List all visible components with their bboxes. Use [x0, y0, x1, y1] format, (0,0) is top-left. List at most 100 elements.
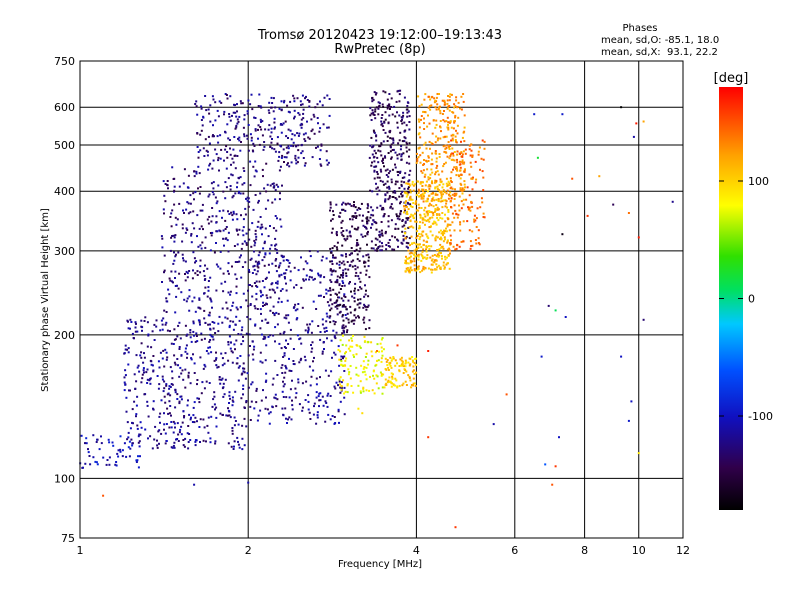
data-point [642, 318, 645, 321]
data-point [227, 262, 230, 265]
data-point [135, 413, 138, 416]
data-point [255, 284, 258, 287]
data-point [200, 105, 203, 108]
data-point [163, 254, 166, 257]
data-point [189, 418, 192, 421]
data-point [443, 101, 446, 104]
data-point [336, 304, 338, 307]
data-point [224, 131, 227, 134]
data-point [253, 264, 256, 267]
data-point [362, 367, 365, 370]
data-point [328, 316, 331, 319]
data-point [124, 344, 127, 347]
data-point [420, 115, 423, 117]
data-point [173, 251, 175, 254]
data-point [469, 154, 472, 157]
data-point [473, 218, 476, 221]
data-point [420, 253, 423, 256]
data-point [404, 129, 407, 132]
data-point [181, 240, 184, 243]
data-point [380, 221, 383, 223]
data-point [478, 146, 481, 149]
data-point [357, 275, 360, 278]
data-point [422, 169, 425, 172]
data-point [204, 95, 207, 97]
data-point [202, 115, 205, 118]
data-point [446, 107, 449, 110]
data-point [376, 176, 379, 179]
data-point [171, 166, 174, 169]
data-point [270, 244, 273, 247]
data-point [275, 311, 278, 314]
data-point [274, 150, 277, 153]
data-point [185, 208, 188, 211]
data-point [235, 213, 238, 216]
data-point [319, 127, 322, 130]
data-point [367, 341, 370, 344]
data-point [333, 334, 336, 337]
data-point [642, 120, 645, 123]
data-point [436, 193, 439, 196]
data-point [257, 105, 260, 107]
data-point [256, 419, 259, 422]
data-point [236, 103, 238, 106]
data-point [453, 151, 456, 153]
data-point [454, 139, 457, 141]
data-point [358, 250, 361, 253]
data-point [353, 319, 356, 322]
data-point [189, 329, 192, 331]
data-point [246, 134, 248, 137]
data-point [439, 200, 442, 203]
data-point [418, 233, 421, 235]
data-point [295, 318, 298, 321]
data-point [237, 120, 240, 123]
data-point [362, 224, 365, 227]
data-point [388, 131, 391, 134]
data-point [223, 244, 225, 247]
data-point [417, 258, 420, 261]
data-point [479, 206, 482, 209]
data-point [406, 201, 409, 204]
data-point [329, 293, 332, 296]
data-point [254, 307, 257, 310]
data-point [193, 257, 196, 260]
data-point [238, 365, 241, 368]
data-point [326, 94, 329, 97]
data-point [275, 258, 278, 260]
data-point [377, 247, 380, 250]
data-point [210, 415, 213, 418]
data-point [240, 276, 243, 279]
data-point [251, 381, 254, 384]
data-point [228, 113, 231, 115]
data-point [315, 146, 317, 149]
data-point [170, 383, 173, 385]
data-point [409, 191, 412, 194]
data-point [182, 378, 185, 381]
data-point [285, 282, 287, 285]
data-point [326, 394, 329, 397]
data-point [192, 192, 195, 195]
data-point [387, 241, 390, 244]
data-point [344, 390, 347, 393]
data-point [386, 191, 389, 194]
data-point [155, 325, 158, 328]
data-point [423, 117, 425, 120]
data-point [412, 216, 415, 219]
data-point [450, 93, 453, 96]
data-point [260, 312, 262, 315]
data-point [289, 100, 292, 103]
data-point [417, 253, 420, 256]
data-point [165, 351, 168, 354]
data-point [481, 139, 484, 142]
data-point [321, 350, 324, 353]
data-point [278, 155, 281, 158]
data-point [375, 228, 378, 231]
data-point [383, 165, 385, 168]
data-point [252, 142, 255, 145]
data-point [167, 288, 170, 291]
data-point [259, 192, 262, 195]
data-point [406, 218, 409, 221]
data-point [388, 187, 391, 190]
data-point [340, 221, 343, 224]
data-point [343, 396, 346, 399]
